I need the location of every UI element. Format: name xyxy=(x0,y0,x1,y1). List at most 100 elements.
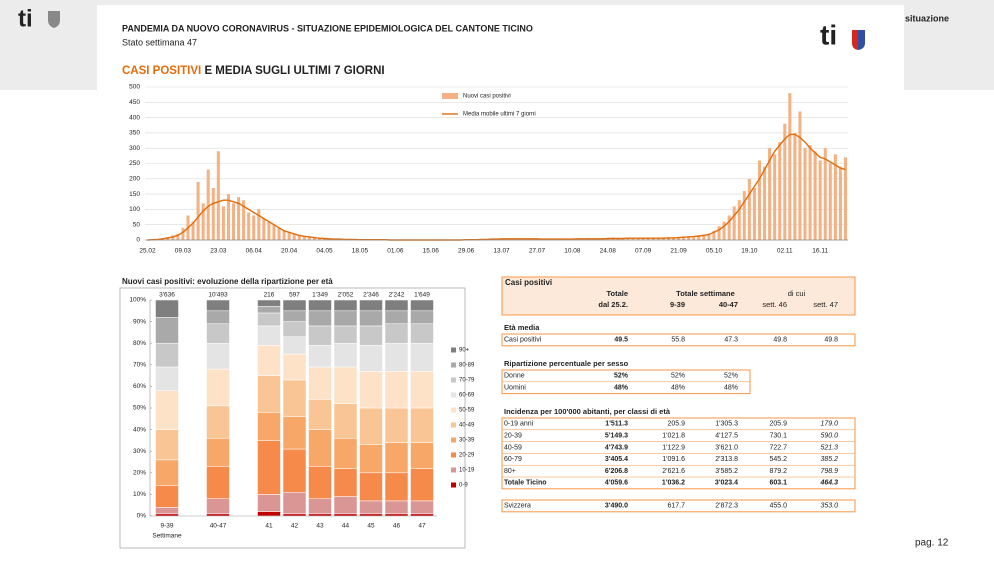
bar xyxy=(267,221,271,240)
cell: 4'059.6 xyxy=(605,480,628,487)
cell: 879.2 xyxy=(769,468,787,475)
y-tick-label: 50 xyxy=(133,221,141,228)
legend-label: 40-49 xyxy=(459,423,475,429)
stacked-segment xyxy=(155,429,179,461)
stacked-segment xyxy=(359,444,383,474)
bar xyxy=(525,239,529,240)
cell: 49.8 xyxy=(773,337,787,344)
cell: 455.0 xyxy=(769,503,787,510)
cell: 2'313.8 xyxy=(715,456,738,463)
legend-label: 50-59 xyxy=(459,408,475,414)
x-axis-label: Settimane xyxy=(152,533,182,540)
legend-swatch xyxy=(451,392,456,398)
y-tick-label: 70% xyxy=(133,362,146,369)
stacked-segment xyxy=(410,371,434,409)
bar xyxy=(798,111,802,240)
stacked-segment xyxy=(206,299,230,312)
bar xyxy=(575,239,579,240)
stacked-segment xyxy=(359,299,383,312)
stacked-segment xyxy=(308,345,332,368)
stacked-segment xyxy=(155,342,179,368)
slide-logo: ti xyxy=(820,19,837,50)
row-label: Svizzera xyxy=(504,503,531,510)
column-label: 597 xyxy=(289,292,300,299)
stacked-segment xyxy=(333,342,358,368)
x-tick-label: 27.07 xyxy=(529,248,546,255)
cell: 385.2 xyxy=(820,456,838,463)
bar xyxy=(656,238,660,240)
nav-text: situazione xyxy=(905,13,949,23)
bar xyxy=(763,166,767,240)
row-label: Casi positivi xyxy=(504,337,542,344)
cell: 4'743.9 xyxy=(605,444,628,451)
stacked-segment xyxy=(308,513,332,517)
row-label: 40-59 xyxy=(504,444,522,451)
cell: 3'023.4 xyxy=(715,480,738,487)
stacked-segment xyxy=(359,472,383,502)
cell: 5'149.3 xyxy=(605,433,628,440)
x-tick-label: 47 xyxy=(418,523,426,530)
stacked-segment xyxy=(282,491,307,515)
cell: 47.3 xyxy=(724,337,738,344)
cell: 521.3 xyxy=(820,444,838,451)
legend-swatch xyxy=(442,93,458,99)
bar xyxy=(702,234,706,240)
stacked-segment xyxy=(206,323,230,344)
bar xyxy=(768,148,772,240)
stacked-segment xyxy=(308,466,332,499)
y-tick-label: 150 xyxy=(129,191,140,198)
bar xyxy=(231,203,236,240)
stacked-segment xyxy=(257,494,281,512)
cell: 49.5 xyxy=(614,337,628,344)
legend-label: 80-89 xyxy=(459,363,475,369)
y-tick-label: 250 xyxy=(129,160,140,167)
stacked-segment xyxy=(359,513,383,517)
bar xyxy=(201,203,205,240)
stacked-segment xyxy=(410,342,434,372)
stacked-segment xyxy=(206,513,230,517)
column-header: Totale xyxy=(606,289,628,298)
cell: 1'021.8 xyxy=(662,433,685,440)
column-label: 2'346 xyxy=(363,292,379,299)
bar xyxy=(216,151,220,240)
bar xyxy=(666,237,670,240)
bar xyxy=(181,227,185,240)
y-tick-label: 300 xyxy=(129,145,140,152)
slide-subtitle: Stato settimana 47 xyxy=(122,37,197,47)
stacked-segment xyxy=(333,513,358,517)
bar xyxy=(742,191,746,240)
chart2-frame xyxy=(119,287,466,549)
stacked-segment xyxy=(282,513,307,517)
bar xyxy=(287,232,291,240)
stacked-segment xyxy=(257,440,281,495)
bar xyxy=(717,226,721,240)
y-tick-label: 200 xyxy=(129,176,140,183)
x-tick-label: 45 xyxy=(367,523,375,530)
cell: 48% xyxy=(671,385,685,392)
cell: 49.8 xyxy=(824,337,838,344)
row-label: 0-19 anni xyxy=(504,421,534,428)
stacked-segment xyxy=(257,312,281,327)
legend-swatch xyxy=(451,377,456,383)
stacked-segment xyxy=(282,336,307,355)
x-tick-label: 46 xyxy=(393,523,401,530)
stacked-segment xyxy=(308,366,332,400)
bar xyxy=(242,200,246,240)
stacked-segment xyxy=(257,306,281,314)
x-tick-label: 44 xyxy=(342,523,350,530)
column-label: 216 xyxy=(264,292,275,299)
cell: 1'122.9 xyxy=(662,444,685,451)
stacked-segment xyxy=(206,342,230,370)
bar xyxy=(272,224,276,240)
y-tick-label: 450 xyxy=(129,99,140,106)
column-header: 40-47 xyxy=(719,300,738,309)
bar xyxy=(747,178,751,240)
cell: 205.9 xyxy=(769,421,787,428)
bar xyxy=(302,236,306,240)
bar xyxy=(262,218,266,240)
column-header: di cui xyxy=(788,289,806,298)
cell: 3'585.2 xyxy=(715,468,738,475)
bar xyxy=(237,197,241,240)
stacked-segment xyxy=(206,466,230,499)
